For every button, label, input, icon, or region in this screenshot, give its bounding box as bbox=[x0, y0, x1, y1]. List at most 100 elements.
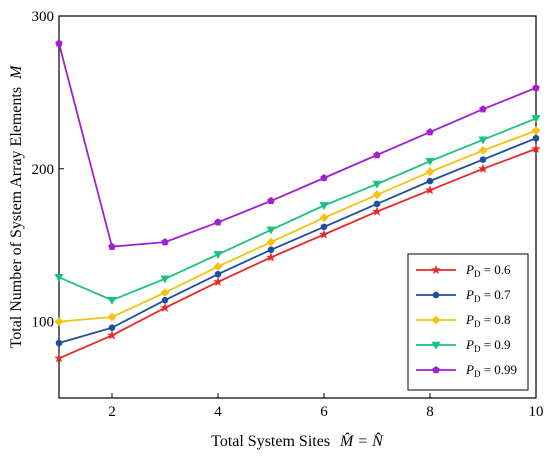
x-tick-label: 10 bbox=[529, 404, 544, 420]
data-point bbox=[372, 206, 382, 216]
data-point bbox=[214, 218, 222, 226]
series-line bbox=[58, 137, 537, 344]
legend-label-rest: = 0.8 bbox=[480, 312, 510, 327]
legend-swatch-marker bbox=[431, 341, 441, 350]
legend-label-rest: = 0.7 bbox=[480, 287, 511, 302]
data-point bbox=[213, 262, 223, 272]
data-point bbox=[54, 353, 64, 363]
legend-swatch-marker bbox=[431, 264, 441, 275]
data-point bbox=[107, 296, 117, 305]
legend-entry: PD = 0.6 bbox=[416, 262, 511, 279]
y-tick-label: 200 bbox=[32, 162, 55, 178]
data-point bbox=[478, 146, 488, 155]
data-point bbox=[425, 185, 435, 195]
data-point bbox=[54, 317, 64, 327]
legend: PD = 0.6PD = 0.7PD = 0.8PD = 0.9PD = 0.9… bbox=[407, 253, 529, 391]
legend-label: PD = 0.7 bbox=[465, 287, 511, 304]
series-line bbox=[58, 148, 537, 360]
y-axis-title: Total Number of System Array Elements M bbox=[8, 64, 25, 349]
legend-label: PD = 0.9 bbox=[465, 337, 511, 354]
legend-swatch-marker bbox=[432, 366, 440, 374]
legend-label-main: P bbox=[465, 362, 474, 377]
data-point bbox=[267, 246, 275, 254]
legend-label-rest: = 0.6 bbox=[480, 262, 511, 277]
legend-entry: PD = 0.8 bbox=[416, 312, 511, 329]
data-point bbox=[479, 156, 487, 163]
legend-entry: PD = 0.7 bbox=[416, 287, 511, 304]
legend-label-main: P bbox=[465, 337, 474, 352]
axis-ticks: 2 4 6 8 10 100 200 300 bbox=[32, 9, 544, 420]
series-2 bbox=[54, 126, 541, 327]
series-line bbox=[58, 129, 537, 323]
legend-label-sub: D bbox=[474, 369, 481, 379]
series-0 bbox=[54, 143, 541, 363]
data-point bbox=[319, 202, 329, 211]
data-point bbox=[160, 302, 170, 312]
data-point bbox=[373, 200, 381, 208]
data-point bbox=[478, 136, 488, 145]
x-tick-label: 8 bbox=[426, 404, 434, 420]
data-point bbox=[266, 237, 276, 247]
data-point bbox=[479, 105, 487, 113]
x-axis-title-math: M̂ = N̂ bbox=[339, 431, 384, 450]
data-point bbox=[372, 180, 382, 189]
x-axis-title: Total System Sites M̂ = N̂ bbox=[211, 431, 384, 450]
plot-frame bbox=[58, 15, 537, 399]
data-point bbox=[160, 288, 170, 297]
legend-label-sub: D bbox=[474, 319, 481, 329]
data-point bbox=[107, 330, 117, 340]
data-point bbox=[55, 339, 63, 347]
data-point bbox=[319, 229, 329, 239]
data-point bbox=[55, 39, 63, 47]
legend-label: PD = 0.99 bbox=[465, 362, 517, 379]
legend-swatch-marker bbox=[431, 315, 441, 325]
legend-label-main: P bbox=[465, 262, 474, 277]
x-tick-label: 2 bbox=[108, 404, 116, 420]
legend-label-rest: = 0.99 bbox=[480, 362, 517, 377]
legend-box bbox=[407, 253, 529, 391]
data-point bbox=[214, 270, 222, 278]
series-1 bbox=[55, 134, 540, 347]
legend-label: PD = 0.8 bbox=[465, 312, 511, 329]
series-3 bbox=[54, 115, 541, 305]
y-axis-title-math: M bbox=[8, 64, 25, 80]
data-point bbox=[426, 177, 434, 185]
data-point bbox=[320, 223, 328, 231]
data-point bbox=[372, 190, 382, 200]
data-point bbox=[320, 173, 328, 182]
data-point bbox=[426, 128, 434, 136]
data-point bbox=[213, 251, 223, 259]
data-point bbox=[161, 296, 169, 304]
data-point bbox=[478, 163, 488, 173]
data-point bbox=[54, 273, 64, 282]
x-axis-title-text: Total System Sites bbox=[211, 433, 330, 450]
legend-label-sub: D bbox=[474, 344, 481, 354]
legend-entry: PD = 0.9 bbox=[416, 337, 511, 354]
legend-label: PD = 0.6 bbox=[465, 262, 511, 279]
data-point bbox=[531, 143, 541, 154]
data-point bbox=[161, 238, 169, 246]
series-layer bbox=[54, 39, 541, 363]
legend-entry: PD = 0.99 bbox=[416, 362, 517, 379]
data-point bbox=[532, 134, 540, 142]
series-line bbox=[58, 117, 537, 302]
series-line bbox=[58, 43, 537, 248]
data-point bbox=[107, 312, 117, 322]
legend-label-sub: D bbox=[474, 269, 481, 279]
legend-label-main: P bbox=[465, 287, 474, 302]
data-point bbox=[213, 276, 223, 286]
legend-swatch-marker bbox=[432, 291, 440, 299]
y-tick-label: 100 bbox=[32, 315, 55, 331]
x-tick-label: 4 bbox=[214, 404, 222, 420]
y-axis-title-text: Total Number of System Array Elements bbox=[8, 87, 25, 349]
x-tick-label: 6 bbox=[320, 404, 328, 420]
data-point bbox=[373, 151, 381, 159]
data-point bbox=[108, 242, 116, 250]
data-point bbox=[266, 252, 276, 262]
data-point bbox=[425, 167, 435, 177]
data-point bbox=[531, 115, 541, 123]
data-point bbox=[266, 226, 276, 235]
data-point bbox=[532, 83, 540, 92]
legend-label-sub: D bbox=[474, 294, 481, 304]
